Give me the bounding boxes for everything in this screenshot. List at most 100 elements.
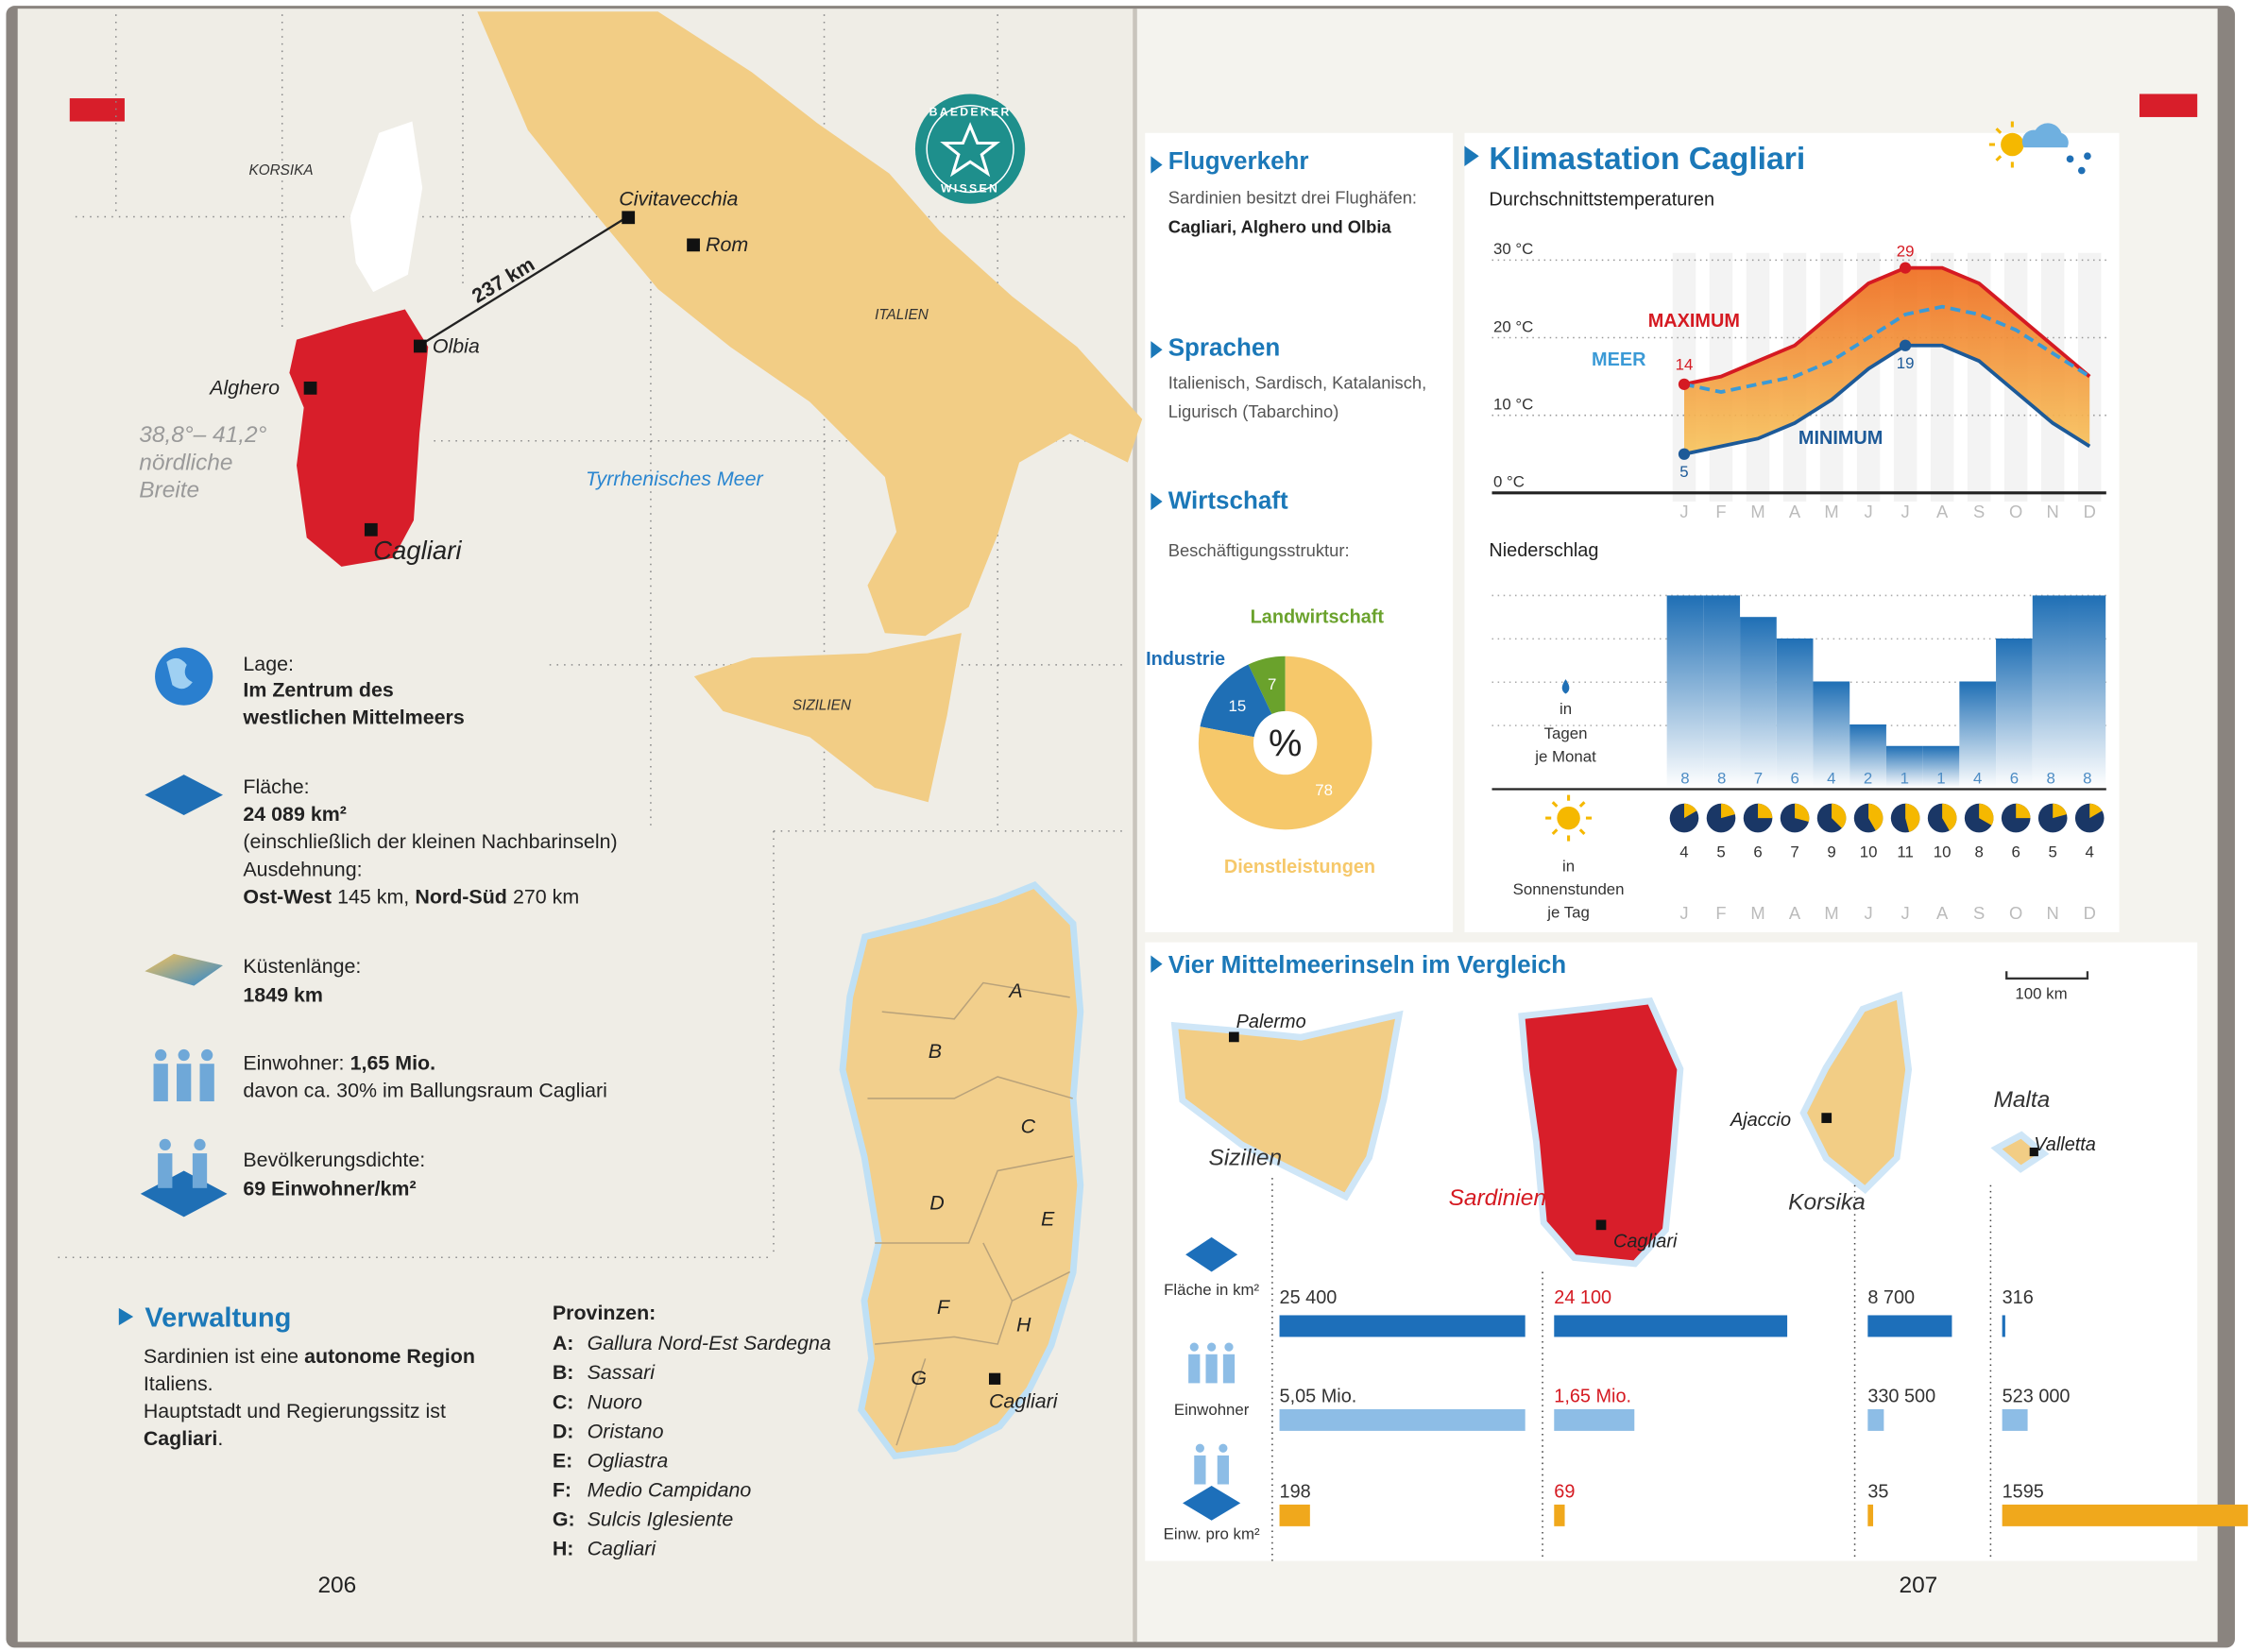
- capital-name: Ajaccio: [1730, 1110, 1791, 1131]
- pie-value-label: 15: [1229, 697, 1247, 715]
- body-text-part: .: [217, 1427, 223, 1450]
- section-title-part: Wirtschaft: [1168, 486, 1288, 515]
- fact-text-part: westlichen Mittelmeers: [242, 707, 464, 729]
- province-name-part: Ogliastra: [588, 1449, 669, 1472]
- series-name-box: Fläche in km²: [1164, 1282, 1259, 1299]
- month-label: A: [1789, 903, 1801, 923]
- province-name: Ogliastra: [588, 1449, 669, 1472]
- month-label: J: [1679, 903, 1688, 923]
- provinces-title-part: Provinzen:: [553, 1302, 656, 1324]
- series-label: MEER: [1592, 349, 1645, 370]
- month-label: A: [1936, 502, 1949, 521]
- capital-name: Cagliari: [1613, 1232, 1678, 1252]
- capital-markers: [1228, 1031, 2038, 1231]
- series-name-box: Einwohner: [1173, 1402, 1250, 1420]
- corsica: [349, 121, 423, 293]
- map-label: Rom: [706, 233, 748, 256]
- chart-subtitle: Niederschlag: [1489, 540, 1598, 561]
- sea-label-part: Tyrrhenisches Meer: [586, 468, 763, 490]
- y-tick-label: 20 °C: [1493, 317, 1533, 335]
- latitude-note-part: nördliche: [139, 450, 232, 475]
- province-key-part: G:: [553, 1508, 575, 1531]
- fact-text-part: Einwohner:: [243, 1051, 344, 1074]
- month-label: M: [1750, 502, 1764, 521]
- fact-text: 69 Einwohner/km²: [243, 1177, 416, 1200]
- point: [1899, 262, 1912, 274]
- fact-label: Bevölkerungsdichte:: [243, 1149, 425, 1171]
- islands: [1170, 991, 2050, 1268]
- bar: [1279, 1504, 1310, 1526]
- page-number-part: 207: [1899, 1573, 1937, 1598]
- body-text: Italiens.: [144, 1372, 213, 1395]
- province-name-part: Sassari: [588, 1361, 656, 1384]
- section-title: Vier Mittelmeerinseln im Vergleich: [1168, 950, 1566, 979]
- province-letter: D: [929, 1192, 944, 1215]
- density-people: [158, 1138, 208, 1188]
- map-label-part: SIZILIEN: [793, 697, 852, 713]
- province-key: G:: [553, 1508, 575, 1531]
- province-map: [839, 880, 1084, 1460]
- series-name-box: Einw. pro km²: [1164, 1526, 1260, 1543]
- province-borders: [867, 981, 1073, 1446]
- fact-text-part: 1849 km: [243, 983, 323, 1006]
- sun-wedge: [1832, 803, 1847, 828]
- tab: [2139, 94, 2198, 117]
- pie-category-label: Landwirtschaft: [1251, 607, 1385, 628]
- province-key: H:: [553, 1538, 574, 1560]
- province-letter: B: [929, 1040, 942, 1063]
- fact-text: (einschließlich der kleinen Nachbarinsel…: [243, 830, 617, 853]
- badge-text-part: WISSEN: [941, 182, 999, 196]
- density-people: [1194, 1443, 1229, 1485]
- bar-label: 330 500: [1867, 1386, 1935, 1406]
- latitude-note: Breite: [139, 477, 199, 502]
- fact-label-part: Fläche:: [243, 775, 309, 798]
- province-letter: F: [937, 1296, 951, 1319]
- body-text-part: Italiens.: [144, 1372, 213, 1395]
- weather-drops: [2066, 152, 2091, 175]
- sun-label: 10: [1860, 843, 1878, 860]
- province-name: Sulcis Iglesiente: [588, 1508, 734, 1531]
- province-key: C:: [553, 1390, 574, 1413]
- bar-label: 4: [1973, 769, 1982, 787]
- province-name: Nuoro: [588, 1390, 642, 1413]
- latitude-note-part: Breite: [139, 477, 199, 502]
- map-label-part: Cagliari: [373, 536, 462, 565]
- point: [1678, 448, 1691, 460]
- bar: [1867, 1504, 1874, 1526]
- month-label: M: [1824, 903, 1838, 923]
- body-text-part: Cagliari, Alghero und Olbia: [1168, 216, 1392, 236]
- bar: [1279, 1408, 1526, 1431]
- fact-text: davon ca. 30% im Ballungsraum Cagliari: [243, 1079, 607, 1101]
- bar-label: 523 000: [2003, 1386, 2071, 1406]
- point: [1899, 339, 1912, 351]
- island-name: Sizilien: [1209, 1145, 1283, 1170]
- section-title: Verwaltung: [145, 1303, 291, 1334]
- province-name: Gallura Nord-Est Sardegna: [588, 1332, 831, 1354]
- sun-label: 6: [2011, 843, 2020, 860]
- sun-label: 5: [2049, 843, 2057, 860]
- province-key-part: F:: [553, 1479, 571, 1502]
- bar: [2032, 595, 2070, 788]
- bar-label: 7: [1754, 769, 1763, 787]
- fact-label-part: Ausdehnung:: [243, 858, 362, 880]
- sun-icon: [1557, 806, 1580, 830]
- sun-wedge: [1979, 803, 1994, 826]
- month-label: O: [2009, 502, 2022, 521]
- weather-cloud: [2021, 123, 2069, 148]
- bar: [1776, 638, 1814, 788]
- unit-label: in: [1562, 858, 1575, 876]
- pie-sector: [1198, 656, 1372, 830]
- section-title-part: Flugverkehr: [1168, 146, 1309, 175]
- body-text: Ligurisch (Tabarchino): [1168, 401, 1339, 421]
- body-text-part: Sardinien besitzt drei Flughäfen:: [1168, 188, 1417, 208]
- bar-label: 2: [1864, 769, 1872, 787]
- section-title-part: Sprachen: [1168, 332, 1281, 361]
- section-title-part: Klimastation Cagliari: [1489, 142, 1805, 177]
- series-name: Einwohner: [1173, 1402, 1250, 1420]
- city-markers: [303, 211, 700, 536]
- map-label-part: Civitavecchia: [619, 187, 738, 210]
- province-letter-part: E: [1041, 1208, 1055, 1231]
- province-key-part: H:: [553, 1538, 574, 1560]
- fact-label: Küstenlänge:: [243, 955, 361, 978]
- point-label: 19: [1897, 354, 1915, 372]
